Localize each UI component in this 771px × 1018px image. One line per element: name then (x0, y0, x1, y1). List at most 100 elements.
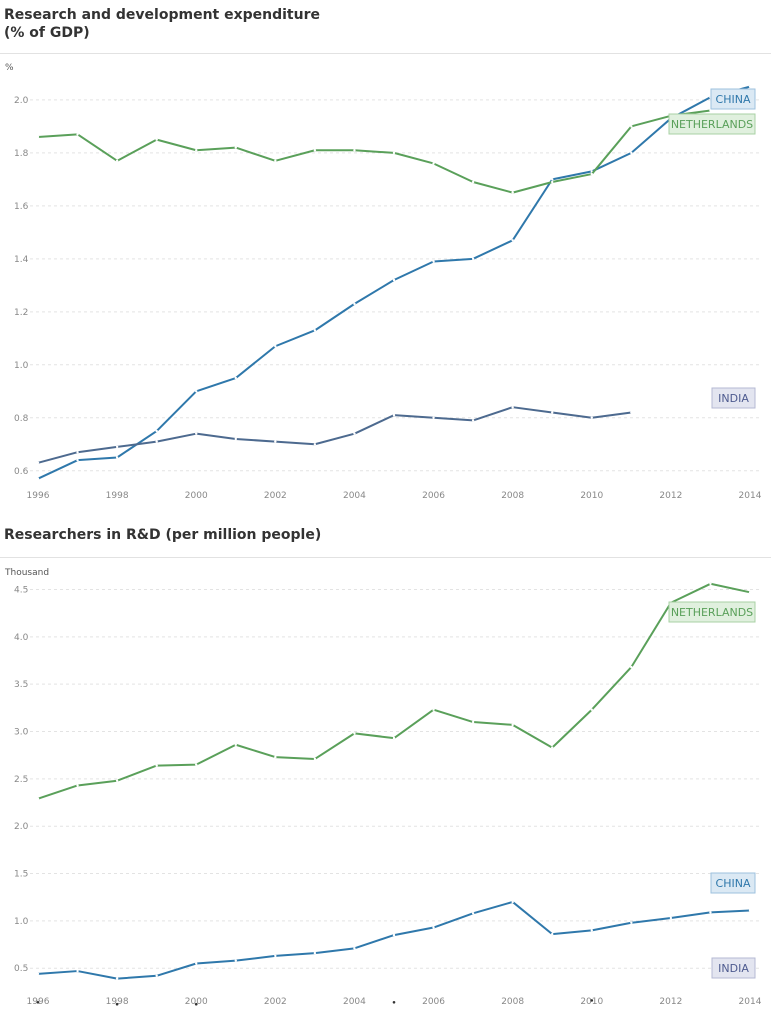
data-point-china (471, 257, 475, 261)
data-point-china (392, 278, 396, 282)
y-tick-label: 1.5 (14, 870, 28, 880)
series-line-netherlands (37, 582, 751, 800)
data-point-china (313, 329, 317, 332)
series-label-box (711, 957, 756, 979)
x-tick-label: 1996 (27, 491, 50, 501)
series-label-netherlands: NETHERLANDS (671, 118, 753, 131)
x-tick-label: 2002 (264, 997, 287, 1007)
x-tick-label: 2012 (659, 997, 682, 1007)
data-point-india (36, 461, 40, 465)
data-point-china (195, 962, 198, 965)
x-tick-label: 2014 (739, 997, 762, 1007)
data-point-netherlands (115, 779, 119, 782)
data-point-netherlands (115, 159, 119, 163)
x-tick-label: 2014 (739, 491, 762, 501)
data-point-china (36, 477, 40, 480)
data-point-china (155, 429, 158, 433)
y-tick-label: 2.0 (14, 96, 29, 106)
data-point-china (709, 911, 712, 914)
data-point-china (590, 929, 593, 932)
data-point-netherlands (590, 708, 593, 711)
data-point-netherlands (392, 736, 396, 740)
data-point-china (392, 933, 396, 937)
data-point-india (432, 416, 435, 419)
data-point-india (392, 413, 396, 417)
x-tick-label: 2004 (343, 491, 366, 501)
data-point-netherlands (195, 149, 198, 152)
y-tick-label: 4.5 (14, 585, 28, 595)
data-point-india (234, 437, 237, 441)
data-point-china (313, 951, 317, 955)
y-tick-label: 1.8 (14, 149, 29, 159)
data-point-china (115, 977, 119, 980)
data-point-netherlands (76, 784, 79, 787)
divider (0, 53, 771, 54)
data-point-india (115, 445, 119, 449)
series-line-india (37, 406, 632, 464)
data-point-china (195, 390, 198, 393)
data-point-netherlands (709, 109, 712, 112)
data-point-china (432, 926, 435, 929)
series-label-box (710, 872, 756, 894)
data-point-netherlands (313, 149, 317, 152)
researchers-chart: 0.51.01.52.02.53.03.54.04.51996199820002… (14, 582, 762, 1007)
data-point-netherlands (551, 746, 554, 749)
data-point-netherlands (511, 191, 514, 194)
series-label-india: INDIA (718, 392, 749, 405)
series-label-box (711, 387, 756, 409)
data-point-india (274, 440, 277, 443)
y-tick-label: 1.2 (14, 308, 28, 318)
y-tick-label: 1.4 (14, 255, 29, 265)
y-tick-label: 1.0 (14, 917, 29, 927)
data-point-china (432, 260, 435, 263)
series-label-box (668, 601, 756, 623)
x-tick-label: 2004 (343, 997, 366, 1007)
data-point-india (313, 443, 317, 446)
y-unit-label: % (5, 63, 14, 73)
data-point-china (511, 900, 514, 904)
series-line-netherlands (37, 109, 711, 194)
data-point-china (155, 974, 158, 977)
data-point-china (353, 302, 356, 306)
x-tick-label: 2002 (264, 491, 287, 501)
data-point-netherlands (274, 159, 277, 163)
data-point-india (115, 1002, 119, 1006)
data-point-china (630, 151, 633, 155)
data-point-netherlands (511, 723, 514, 727)
data-point-india (590, 999, 594, 1002)
x-tick-label: 2008 (501, 997, 524, 1007)
data-point-netherlands (155, 764, 158, 767)
series-label-netherlands: NETHERLANDS (671, 606, 753, 619)
x-tick-label: 2010 (580, 491, 603, 501)
y-tick-label: 0.8 (14, 414, 29, 424)
x-tick-label: 2006 (422, 997, 445, 1007)
chart-title: Research and development expenditure (% … (4, 7, 320, 41)
data-point-china (76, 969, 79, 973)
x-tick-label: 2012 (659, 491, 682, 501)
y-tick-label: 0.5 (14, 964, 28, 974)
y-tick-label: 4.0 (14, 633, 29, 643)
data-point-china (115, 456, 119, 459)
chart-panel-researchers: Researchers in R&D (per million people) … (0, 520, 771, 1018)
data-point-netherlands (195, 763, 198, 766)
data-point-china (353, 947, 356, 950)
data-point-china (551, 932, 554, 936)
data-point-india (76, 451, 79, 454)
data-point-india (353, 432, 356, 435)
data-point-india (392, 1001, 396, 1004)
data-point-china (234, 959, 237, 962)
x-tick-label: 2000 (185, 491, 208, 501)
rd-expenditure-chart: 0.6 0.8 1.0 1.2 1.4 1.6 1.8 2.0 1996 1998 2000 2002… (14, 85, 762, 501)
data-point-netherlands (748, 591, 752, 594)
series-line-china (37, 900, 751, 980)
data-point-netherlands (392, 151, 396, 155)
series-label-china: CHINA (716, 877, 751, 890)
data-point-netherlands (36, 797, 40, 800)
y-tick-label: 2.0 (14, 822, 29, 832)
y-tick-label: 1.0 (14, 361, 29, 371)
y-tick-label: 3.5 (14, 680, 28, 690)
chart-title: Researchers in R&D (per million people) (4, 527, 322, 543)
data-point-china (748, 85, 752, 88)
data-point-netherlands (353, 149, 356, 152)
data-point-india (630, 411, 633, 414)
